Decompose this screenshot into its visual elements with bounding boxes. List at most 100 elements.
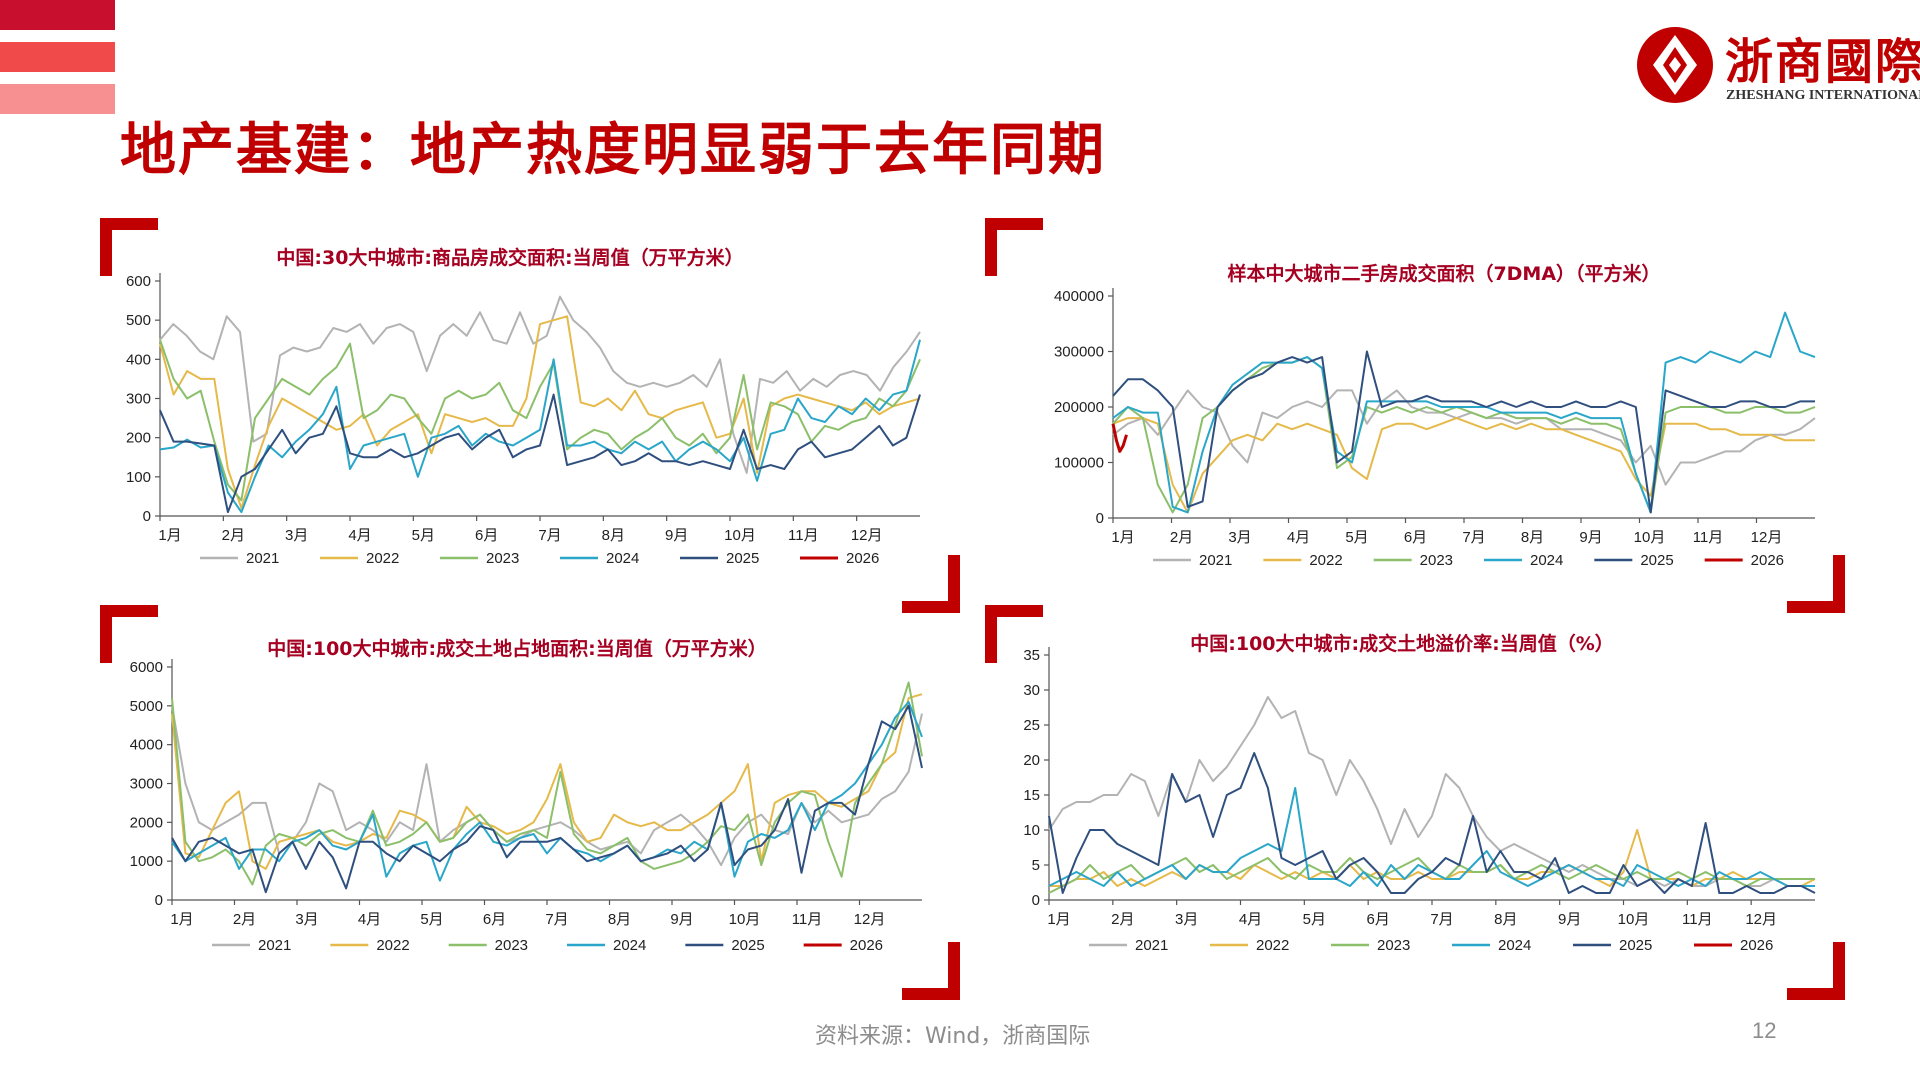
x-tick-label: 2月: [1170, 529, 1193, 546]
x-tick-label: 7月: [545, 911, 568, 928]
x-tick-label: 9月: [670, 911, 693, 928]
series-line-2024: [159, 339, 921, 514]
series-line-2022: [1112, 417, 1815, 514]
legend-label-2024: 2024: [1498, 937, 1531, 954]
series-line-2021: [1048, 696, 1815, 887]
legend-label-2024: 2024: [613, 937, 646, 954]
y-tick-label: 200: [126, 430, 151, 447]
legend-label-2023: 2023: [1420, 552, 1453, 569]
x-tick-label: 9月: [1558, 911, 1581, 928]
x-tick-label: 10月: [724, 527, 756, 544]
x-tick-label: 10月: [1634, 529, 1666, 546]
chart-land-premium-rate: 中国:100大中城市:成交土地溢价率:当周值（%）051015202530351…: [1023, 632, 1816, 954]
x-tick-label: 2月: [1111, 911, 1134, 928]
y-tick-label: 6000: [130, 659, 163, 676]
legend-label-2026: 2026: [1740, 937, 1773, 954]
legend-label-2026: 2026: [846, 550, 879, 567]
x-tick-label: 4月: [1239, 911, 1262, 928]
y-tick-label: 0: [143, 508, 151, 525]
x-tick-label: 11月: [788, 527, 819, 544]
panel-bracket-top-left: [100, 218, 158, 276]
chart-panel-secondhand-housing: 样本中大城市二手房成交面积（7DMA）（平方米） 0 100000 200000 300…: [985, 218, 1845, 613]
header-stripe-medium: [0, 42, 115, 72]
chart-title: 样本中大城市二手房成交面积（7DMA）（平方米）: [1227, 262, 1660, 285]
legend-label-2025: 2025: [1619, 937, 1652, 954]
legend-label-2025: 2025: [731, 937, 764, 954]
series-line-2021: [159, 295, 921, 474]
x-tick-label: 2月: [222, 527, 245, 544]
x-tick-label: 11月: [792, 911, 823, 928]
header-stripe-light: [0, 84, 115, 114]
chart-title: 中国:100大中城市:成交土地溢价率:当周值（%）: [1190, 632, 1614, 655]
series-line-2025: [171, 704, 923, 894]
x-tick-label: 6月: [483, 911, 506, 928]
x-tick-label: 9月: [665, 527, 688, 544]
x-tick-label: 1月: [1111, 529, 1134, 546]
x-tick-label: 4月: [348, 527, 371, 544]
legend-label-2023: 2023: [486, 550, 519, 567]
y-tick-label: 100000: [1054, 455, 1104, 472]
x-tick-label: 7月: [1462, 529, 1485, 546]
x-tick-label: 6月: [1366, 911, 1389, 928]
series-line-2025: [1048, 752, 1816, 894]
y-tick-label: 3000: [130, 776, 163, 793]
legend-label-2024: 2024: [1530, 552, 1563, 569]
series-line-2023: [159, 339, 921, 502]
data-source-note: 资料来源：Wind，浙商国际: [815, 1024, 1091, 1049]
x-tick-label: 1月: [170, 911, 193, 928]
series-line-2021: [1112, 389, 1816, 486]
x-tick-label: 5月: [412, 527, 435, 544]
x-tick-label: 4月: [358, 911, 381, 928]
x-tick-label: 3月: [1175, 911, 1198, 928]
x-tick-label: 8月: [602, 527, 625, 544]
series-line-2025: [159, 393, 921, 514]
x-tick-label: 10月: [729, 911, 761, 928]
logo-chinese-name: 浙商國際: [1725, 34, 1920, 90]
x-tick-label: 12月: [1751, 529, 1783, 546]
logo-mark-icon: [1637, 27, 1713, 103]
legend-label-2022: 2022: [1309, 552, 1342, 569]
x-tick-label: 9月: [1579, 529, 1602, 546]
x-tick-label: 3月: [285, 527, 308, 544]
x-tick-label: 6月: [1404, 529, 1427, 546]
panel-bracket-top-left: [985, 605, 1043, 663]
x-tick-label: 6月: [475, 527, 498, 544]
legend-label-2021: 2021: [1199, 552, 1232, 569]
legend-label-2026: 2026: [850, 937, 883, 954]
y-tick-label: 4000: [130, 737, 163, 754]
series-line-2022: [159, 315, 921, 510]
chart-land-transaction-area: 中国:100大中城市:成交土地占地面积:当周值（万平方米） 0 1000 2000 30…: [130, 637, 923, 954]
panel-bracket-top-left: [100, 605, 158, 663]
y-tick-label: 0: [1096, 510, 1104, 527]
legend-label-2026: 2026: [1751, 552, 1784, 569]
y-tick-label: 0: [1032, 892, 1040, 909]
legend-label-2022: 2022: [366, 550, 399, 567]
page-title: 地产基建：地产热度明显弱于去年同期: [120, 118, 1106, 183]
panel-bracket-bottom-right: [1787, 555, 1845, 613]
chart-title: 中国:100大中城市:成交土地占地面积:当周值（万平方米）: [267, 637, 766, 660]
x-tick-label: 12月: [851, 527, 883, 544]
x-tick-label: 11月: [1682, 911, 1713, 928]
y-tick-label: 400: [126, 351, 151, 368]
y-tick-label: 400000: [1054, 288, 1104, 305]
chart-panel-commercial-housing: 中国:30大中城市:商品房成交面积:当周值（万平方米） 0 100 200 300 400…: [100, 218, 960, 613]
y-tick-label: 0: [155, 892, 163, 909]
legend-label-2022: 2022: [376, 937, 409, 954]
series-line-2024: [171, 701, 923, 882]
chart-panel-land-area: 中国:100大中城市:成交土地占地面积:当周值（万平方米） 0 1000 2000 30…: [100, 605, 960, 1000]
x-tick-label: 2月: [233, 911, 256, 928]
chart-secondhand-housing-area: 样本中大城市二手房成交面积（7DMA）（平方米） 0 100000 200000 300…: [1054, 262, 1816, 569]
y-tick-label: 5000: [130, 698, 163, 715]
x-tick-label: 8月: [608, 911, 631, 928]
y-tick-label: 25: [1023, 717, 1040, 734]
x-tick-label: 12月: [1745, 911, 1777, 928]
legend-label-2022: 2022: [1256, 937, 1289, 954]
x-tick-label: 5月: [1345, 529, 1368, 546]
y-tick-label: 600: [126, 273, 151, 290]
x-tick-label: 11月: [1693, 529, 1724, 546]
legend-label-2023: 2023: [495, 937, 528, 954]
x-tick-label: 7月: [1430, 911, 1453, 928]
header-stripe-dark: [0, 0, 115, 30]
y-tick-label: 500: [126, 312, 151, 329]
series-line-2022: [1049, 829, 1816, 887]
